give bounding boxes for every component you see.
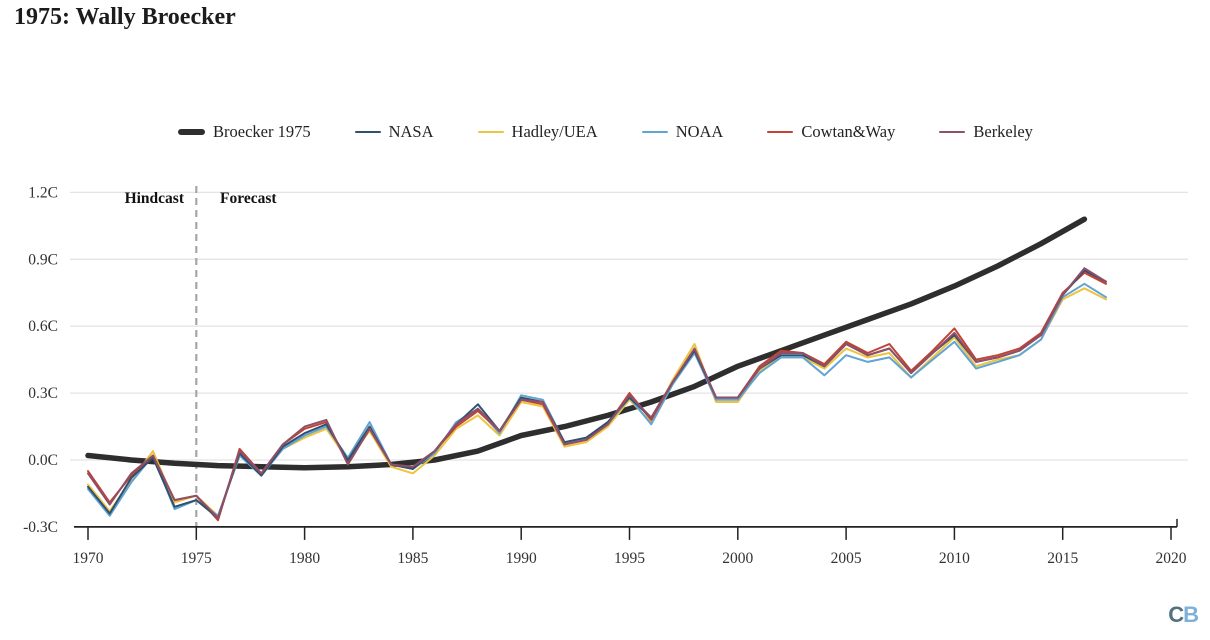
legend-swatch-icon [767, 130, 794, 134]
series-line-hadley-uea [87, 287, 1107, 517]
chart-legend: Broecker 1975 NASA Hadley/UEA NOAA Cowtan&Wa… [178, 122, 1033, 142]
legend-item-berkeley[interactable]: Berkeley [939, 122, 1033, 142]
y-tick-label--0.3C: -0.3C [23, 519, 58, 536]
x-tick-label-1975: 1975 [181, 550, 212, 567]
legend-item-broecker-1975[interactable]: Broecker 1975 [178, 122, 311, 142]
legend-swatch-icon [178, 129, 205, 135]
legend-label: Cowtan&Way [801, 122, 896, 141]
x-tick-label-1985: 1985 [397, 550, 428, 567]
x-tick-label-1995: 1995 [614, 550, 645, 567]
carbon-brief-logo: CB [1168, 602, 1199, 627]
legend-label: Berkeley [973, 122, 1033, 141]
y-tick-label-0.9C: 0.9C [28, 251, 58, 268]
y-tick-label-0.6C: 0.6C [28, 318, 58, 335]
logo-letter-c: C [1168, 602, 1184, 627]
logo-letter-b: B [1183, 602, 1199, 627]
x-tick-label-2010: 2010 [939, 550, 970, 567]
y-tick-label-1.2C: 1.2C [28, 184, 58, 201]
legend-label: Broecker 1975 [213, 122, 311, 141]
series-line-berkeley [87, 267, 1107, 519]
x-tick-label-2005: 2005 [831, 550, 862, 567]
series-line-broecker-1975 [85, 216, 1088, 471]
y-tick-label-0.3C: 0.3C [28, 385, 58, 402]
legend-item-cowtan-way[interactable]: Cowtan&Way [767, 122, 895, 142]
legend-label: Hadley/UEA [511, 122, 598, 141]
hindcast-label: Hindcast [124, 190, 184, 207]
series-line-noaa [87, 282, 1107, 517]
legend-label: NASA [388, 122, 434, 141]
page-title: 1975: Wally Broecker [14, 4, 236, 30]
legend-swatch-icon [354, 130, 381, 134]
y-tick-label-0.0C: 0.0C [28, 452, 58, 469]
legend-item-nasa[interactable]: NASA [354, 122, 434, 142]
x-tick-label-1990: 1990 [506, 550, 537, 567]
x-tick-label-2000: 2000 [722, 550, 753, 567]
legend-swatch-icon [641, 130, 668, 134]
x-tick-label-1980: 1980 [289, 550, 320, 567]
x-tick-label-2015: 2015 [1047, 550, 1078, 567]
x-tick-label-2020: 2020 [1156, 550, 1187, 567]
series-line-cowtan-way [87, 271, 1107, 522]
legend-swatch-icon [939, 130, 966, 134]
forecast-label: Forecast [220, 190, 277, 207]
legend-swatch-icon [477, 130, 504, 134]
series-line-nasa [87, 269, 1107, 519]
legend-label: NOAA [675, 122, 724, 141]
legend-item-hadley-uea[interactable]: Hadley/UEA [477, 122, 598, 142]
x-tick-label-1970: 1970 [73, 550, 104, 567]
legend-item-noaa[interactable]: NOAA [641, 122, 724, 142]
